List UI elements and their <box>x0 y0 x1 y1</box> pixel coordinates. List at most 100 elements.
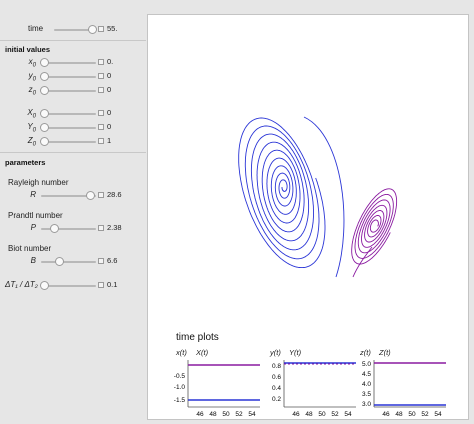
xtick: 54 <box>248 411 256 418</box>
biot-expand-button[interactable] <box>98 258 104 264</box>
time-plots-title: time plots <box>176 332 219 343</box>
ytick: 4.0 <box>362 381 371 388</box>
X0-slider-thumb[interactable] <box>40 109 49 118</box>
X0-expand-button[interactable] <box>98 110 104 116</box>
z0-slider-thumb[interactable] <box>40 86 49 95</box>
xtick: 46 <box>292 411 300 418</box>
x0-slider-thumb[interactable] <box>40 58 49 67</box>
y0-label: y0 <box>28 71 36 83</box>
rayleigh-expand-button[interactable] <box>98 192 104 198</box>
xtick: 46 <box>382 411 390 418</box>
xtick: 48 <box>209 411 217 418</box>
Y0-label: Y0 <box>27 122 36 134</box>
xtick: 52 <box>421 411 429 418</box>
ytick: -1.5 <box>174 397 186 404</box>
ratio-value: 0.1 <box>107 280 118 289</box>
xtick: 48 <box>305 411 313 418</box>
Z0-slider-track[interactable] <box>41 141 96 143</box>
Y0-slider-track[interactable] <box>41 127 96 129</box>
time-plot-y: 0.8 0.6 0.4 0.2 46 48 50 52 54 <box>272 360 356 418</box>
time-value: 55. <box>107 24 118 33</box>
time-label: time <box>28 24 44 33</box>
separator <box>0 40 146 41</box>
xtick: 48 <box>395 411 403 418</box>
prandtl-slider-thumb[interactable] <box>50 224 59 233</box>
ytick: -1.0 <box>174 384 186 391</box>
ytick: 0.4 <box>272 385 281 392</box>
ratio-expand-button[interactable] <box>98 282 104 288</box>
biot-slider-thumb[interactable] <box>55 257 64 266</box>
z0-expand-button[interactable] <box>98 87 104 93</box>
x0-expand-button[interactable] <box>98 59 104 65</box>
Z0-expand-button[interactable] <box>98 138 104 144</box>
y0-slider-track[interactable] <box>41 76 96 78</box>
initial-values-title: initial values <box>5 45 51 54</box>
plot3-label-b: Z(t) <box>379 348 391 357</box>
y0-slider-thumb[interactable] <box>40 72 49 81</box>
y0-expand-button[interactable] <box>98 73 104 79</box>
ytick: 3.5 <box>362 391 371 398</box>
ratio-slider-thumb[interactable] <box>40 281 49 290</box>
prandtl-caption: Prandtl number <box>8 211 63 220</box>
X0-slider-track[interactable] <box>41 113 96 115</box>
rayleigh-slider-thumb[interactable] <box>86 191 95 200</box>
plot2-label-a: y(t) <box>270 348 281 357</box>
Z0-slider-thumb[interactable] <box>40 137 49 146</box>
X0-label: X0 <box>27 108 36 120</box>
xtick: 52 <box>331 411 339 418</box>
time-plot-z: 5.0 4.5 4.0 3.5 3.0 46 48 50 52 54 <box>362 360 446 418</box>
Z0-label: Z0 <box>27 136 36 148</box>
rayleigh-value: 28.6 <box>107 190 122 199</box>
ytick: 5.0 <box>362 361 371 368</box>
ytick: 0.2 <box>272 396 281 403</box>
ytick: 0.8 <box>272 363 281 370</box>
prandtl-label: P <box>30 223 36 232</box>
time-slider-thumb[interactable] <box>88 25 97 34</box>
rayleigh-caption: Rayleigh number <box>8 178 69 187</box>
separator <box>0 152 146 153</box>
ytick: 4.5 <box>362 371 371 378</box>
prandtl-expand-button[interactable] <box>98 225 104 231</box>
trajectory-tail <box>303 116 345 278</box>
z0-slider-track[interactable] <box>41 90 96 92</box>
output-panel: time plots x(t) X(t) -0.5 -1.0 -1.5 46 4… <box>147 14 469 420</box>
prandtl-slider-track[interactable] <box>41 228 96 230</box>
biot-value: 6.6 <box>107 256 118 265</box>
biot-caption: Biot number <box>8 244 52 253</box>
z0-label: z0 <box>28 85 36 97</box>
time-plot-x: -0.5 -1.0 -1.5 46 48 50 52 54 <box>174 360 260 418</box>
plot2-label-b: Y(t) <box>289 348 302 357</box>
ratio-slider-track[interactable] <box>41 285 96 287</box>
biot-label: B <box>30 256 36 265</box>
xtick: 52 <box>235 411 243 418</box>
xtick: 50 <box>222 411 230 418</box>
rayleigh-slider-track[interactable] <box>41 195 96 197</box>
Y0-slider-thumb[interactable] <box>40 123 49 132</box>
xtick: 54 <box>344 411 352 418</box>
plot3-label-a: z(t) <box>360 348 371 357</box>
x0-slider-track[interactable] <box>41 62 96 64</box>
time-expand-button[interactable] <box>98 26 104 32</box>
Y0-expand-button[interactable] <box>98 124 104 130</box>
plot1-label-b: X(t) <box>196 348 209 357</box>
X0-value: 0 <box>107 108 112 117</box>
x0-value: 0. <box>107 57 114 66</box>
time-slider-track[interactable] <box>54 29 96 31</box>
Y0-value: 0 <box>107 122 112 131</box>
xtick: 46 <box>196 411 204 418</box>
x0-label: x0 <box>28 57 36 69</box>
Z0-value: 1 <box>107 136 112 145</box>
phase-space-plot <box>238 116 398 278</box>
rayleigh-label: R <box>30 190 36 199</box>
xtick: 50 <box>318 411 326 418</box>
ytick: 3.0 <box>362 401 371 408</box>
y0-value: 0 <box>107 71 112 80</box>
xtick: 50 <box>408 411 416 418</box>
ratio-label: ΔT₁ / ΔT₂ <box>5 280 38 289</box>
xtick: 54 <box>434 411 442 418</box>
biot-slider-track[interactable] <box>41 261 96 263</box>
ytick: 0.6 <box>272 374 281 381</box>
ytick: -0.5 <box>174 373 186 380</box>
trajectory-XYZ <box>351 188 398 265</box>
